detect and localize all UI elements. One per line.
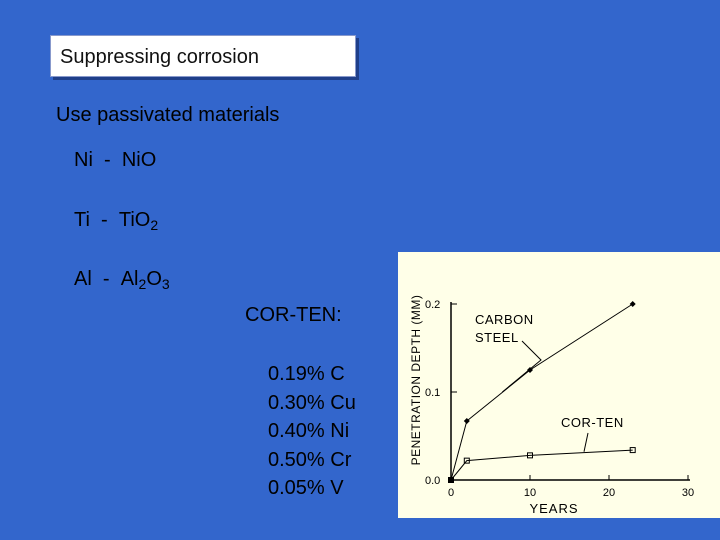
composition-element: V xyxy=(330,477,344,499)
pair-ti: Ti - TiO2 xyxy=(74,209,158,232)
pair-ni: Ni - NiO xyxy=(74,149,156,172)
x-axis-label: YEARS xyxy=(529,501,578,516)
composition-element: Cu xyxy=(330,391,356,414)
series-label-line: STEEL xyxy=(475,330,519,345)
pair-al: Al - Al2O3 xyxy=(74,268,170,291)
composition-item: 0.30% Cu xyxy=(268,389,356,418)
data-point xyxy=(463,457,470,464)
pair-al-sep: - xyxy=(102,268,110,290)
pair-ni-sep: - xyxy=(104,149,111,171)
composition-item: 0.40% Ni xyxy=(268,417,356,446)
corten-label: COR-TEN: xyxy=(245,304,342,326)
pair-ti-oxide-sub: 2 xyxy=(150,217,159,233)
composition-item: 0.05% V xyxy=(268,474,356,503)
composition-item: 0.50% Cr xyxy=(268,446,356,475)
y-tick-label: 0.0 xyxy=(425,475,440,487)
composition-percent: 0.05% xyxy=(268,477,325,499)
data-point xyxy=(629,301,636,307)
leader-line-cor-ten xyxy=(583,432,589,452)
y-axis-label: PENETRATION DEPTH (MM) xyxy=(409,295,423,466)
leader-line-carbon-steel xyxy=(502,340,542,393)
y-tick-label: 0.2 xyxy=(425,299,440,311)
composition-percent: 0.30% xyxy=(268,391,325,414)
x-tick-label: 30 xyxy=(682,487,694,499)
data-point xyxy=(527,452,533,459)
title-box: Suppressing corrosion xyxy=(50,35,356,77)
composition-item: 0.19% C xyxy=(268,360,356,389)
pair-ti-metal: Ti xyxy=(74,209,90,231)
series-line-0 xyxy=(450,303,633,481)
x-tick-label: 20 xyxy=(603,487,615,499)
pair-ti-sep: - xyxy=(101,209,108,231)
series-label-cor-ten: COR-TEN xyxy=(561,415,624,430)
pair-al-oxide-rest: O xyxy=(146,268,162,290)
pair-ti-oxide: TiO xyxy=(118,209,151,231)
composition-list: 0.19% C 0.30% Cu 0.40% Ni 0.50% Cr 0.05%… xyxy=(268,360,356,503)
pair-al-metal: Al xyxy=(74,268,92,290)
penetration-chart: 0.0 0.1 0.2 0 10 20 30 YEARS PENETRATION DEPTH … xyxy=(409,295,694,516)
y-tick-label: 0.1 xyxy=(425,387,440,399)
x-tick-label: 10 xyxy=(524,487,536,499)
composition-percent: 0.50% xyxy=(268,448,325,471)
subtitle: Use passivated materials xyxy=(56,104,280,126)
data-point xyxy=(463,418,470,425)
composition-element: Cr xyxy=(330,448,352,471)
origin-marker xyxy=(448,477,454,483)
x-tick-label: 0 xyxy=(448,487,454,499)
composition-percent: 0.40% xyxy=(268,420,325,442)
pair-ni-metal: Ni xyxy=(74,149,93,171)
composition-element: C xyxy=(330,363,345,385)
pair-al-oxide-sub: 2 xyxy=(138,276,147,292)
series-line-1 xyxy=(450,449,633,481)
slide-title: Suppressing corrosion xyxy=(60,46,259,68)
series-label-carbon-steel: CARBON STEEL xyxy=(475,312,534,345)
chart-panel: 0.0 0.1 0.2 0 10 20 30 YEARS PENETRATION DEPTH … xyxy=(398,252,720,518)
pair-al-oxide-sub2: 3 xyxy=(161,276,170,292)
data-point xyxy=(629,447,636,454)
pair-ni-oxide: NiO xyxy=(121,149,157,171)
composition-element: Ni xyxy=(330,420,350,442)
series-label-line: CARBON xyxy=(475,312,534,327)
pair-al-oxide: Al xyxy=(120,268,139,290)
composition-percent: 0.19% xyxy=(268,363,325,385)
